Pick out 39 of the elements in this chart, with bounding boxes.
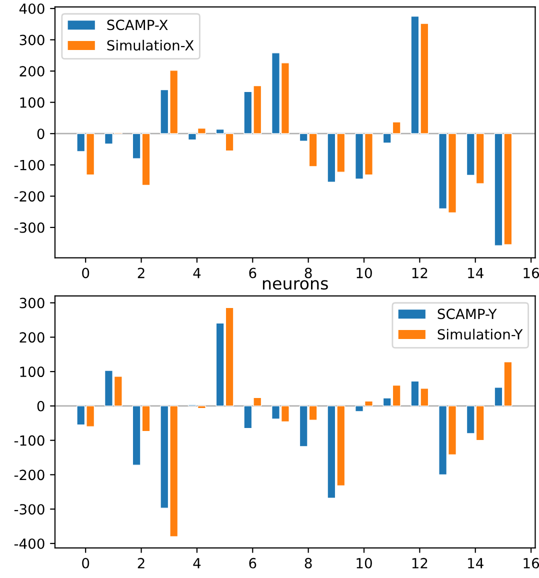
x-tick-label: 8	[304, 558, 312, 568]
y-tick-label: 300	[20, 34, 44, 46]
y-tick-label: 0	[37, 400, 44, 412]
x-axis-title: neurons	[262, 280, 328, 290]
x-tick-label: 12	[412, 268, 428, 278]
x-tick-label: 12	[412, 558, 428, 568]
y-tick-label: 200	[20, 332, 44, 343]
y-tick-label: -300	[14, 504, 44, 515]
y-tick-label: -200	[14, 191, 44, 202]
legend-label: SCAMP-X	[107, 20, 168, 30]
x-tick-label: 10	[356, 268, 372, 278]
x-tick-label: 6	[249, 558, 256, 568]
x-tick-label: 2	[138, 268, 144, 278]
y-tick-label: -100	[14, 160, 44, 170]
x-tick-label: 0	[82, 268, 90, 278]
x-tick-label: 16	[524, 558, 539, 568]
x-tick-label: 8	[304, 268, 312, 278]
x-tick-label: 14	[468, 268, 484, 278]
x-tick-label: 16	[524, 268, 539, 278]
x-tick-label: 10	[356, 558, 372, 568]
y-tick-label: -300	[14, 222, 44, 233]
y-tick-label: 100	[20, 97, 44, 108]
y-tick-label: 0	[37, 128, 44, 140]
legend-label: Simulation-Y	[438, 328, 523, 340]
y-tick-label: -200	[14, 470, 44, 480]
x-tick-label: 14	[468, 558, 484, 568]
legend-label: SCAMP-Y	[438, 308, 497, 320]
x-tick-label: 4	[193, 558, 201, 568]
x-tick-label: 6	[249, 268, 256, 278]
legend-label: Simulation-X	[107, 40, 194, 51]
y-tick-label: 200	[20, 66, 44, 77]
y-tick-label: -400	[14, 538, 44, 549]
x-tick-label: 0	[82, 558, 90, 568]
x-tick-label: 4	[193, 268, 201, 278]
y-tick-label: 300	[20, 298, 44, 308]
y-tick-label: 100	[20, 366, 44, 378]
y-tick-label: 400	[19, 3, 44, 14]
x-tick-label: 2	[138, 558, 144, 568]
y-tick-label: -100	[14, 435, 44, 446]
